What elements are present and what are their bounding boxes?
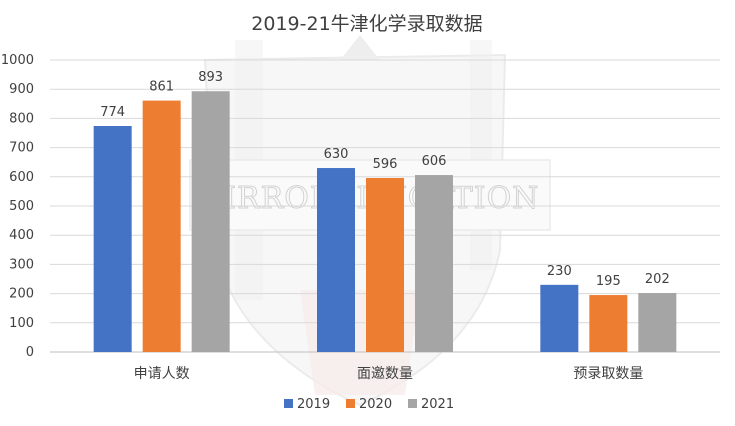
category-label: 面邀数量 bbox=[357, 366, 413, 382]
y-tick-label: 100 bbox=[9, 316, 34, 331]
bar-2020-2 bbox=[589, 295, 628, 352]
y-tick-label: 700 bbox=[9, 141, 34, 156]
data-label: 195 bbox=[596, 274, 621, 289]
legend-label: 2021 bbox=[421, 397, 454, 412]
legend-swatch-2019 bbox=[284, 399, 293, 408]
data-label: 630 bbox=[324, 147, 349, 162]
bar-2019-2 bbox=[540, 284, 579, 352]
data-label: 861 bbox=[149, 80, 174, 95]
bar-2021-2 bbox=[638, 293, 677, 352]
bar-2019-0 bbox=[93, 125, 132, 352]
data-labels: 774 861 893 630 596 606 230 195 202 bbox=[100, 70, 669, 289]
legend-label: 2020 bbox=[359, 397, 392, 412]
y-tick-label: 500 bbox=[9, 199, 34, 214]
data-label: 774 bbox=[100, 105, 125, 120]
y-tick-label: 800 bbox=[9, 111, 34, 126]
bar-2021-0 bbox=[191, 91, 230, 352]
data-label: 202 bbox=[645, 272, 670, 287]
category-label: 预录取数量 bbox=[573, 366, 643, 382]
y-tick-label: 300 bbox=[9, 257, 34, 272]
x-axis-categories: 申请人数 面邀数量 预录取数量 bbox=[134, 366, 644, 382]
watermark-text: MIRROREDUCATION bbox=[193, 181, 540, 216]
bars bbox=[93, 91, 677, 352]
y-tick-label: 1000 bbox=[1, 53, 34, 68]
y-tick-label: 0 bbox=[26, 345, 34, 360]
bar-2019-1 bbox=[317, 168, 355, 352]
chart-title: 2019-21牛津化学录取数据 bbox=[251, 13, 482, 35]
y-tick-label: 600 bbox=[9, 170, 34, 185]
legend-swatch-2021 bbox=[408, 399, 417, 408]
category-label: 申请人数 bbox=[134, 366, 190, 382]
bar-2020-1 bbox=[366, 177, 404, 352]
data-label: 893 bbox=[198, 70, 223, 85]
legend-swatch-2020 bbox=[346, 399, 355, 408]
bar-2021-1 bbox=[415, 175, 453, 352]
data-label: 596 bbox=[373, 157, 398, 172]
y-tick-label: 400 bbox=[9, 228, 34, 243]
y-axis-ticks: 0 100 200 300 400 500 600 700 800 900 1000 bbox=[1, 53, 34, 360]
bar-2020-0 bbox=[142, 100, 181, 352]
legend-label: 2019 bbox=[297, 397, 330, 412]
y-tick-label: 200 bbox=[9, 287, 34, 302]
data-label: 230 bbox=[547, 264, 572, 279]
y-tick-label: 900 bbox=[9, 82, 34, 97]
legend: 2019 2020 2021 bbox=[284, 397, 454, 412]
data-label: 606 bbox=[422, 154, 447, 169]
